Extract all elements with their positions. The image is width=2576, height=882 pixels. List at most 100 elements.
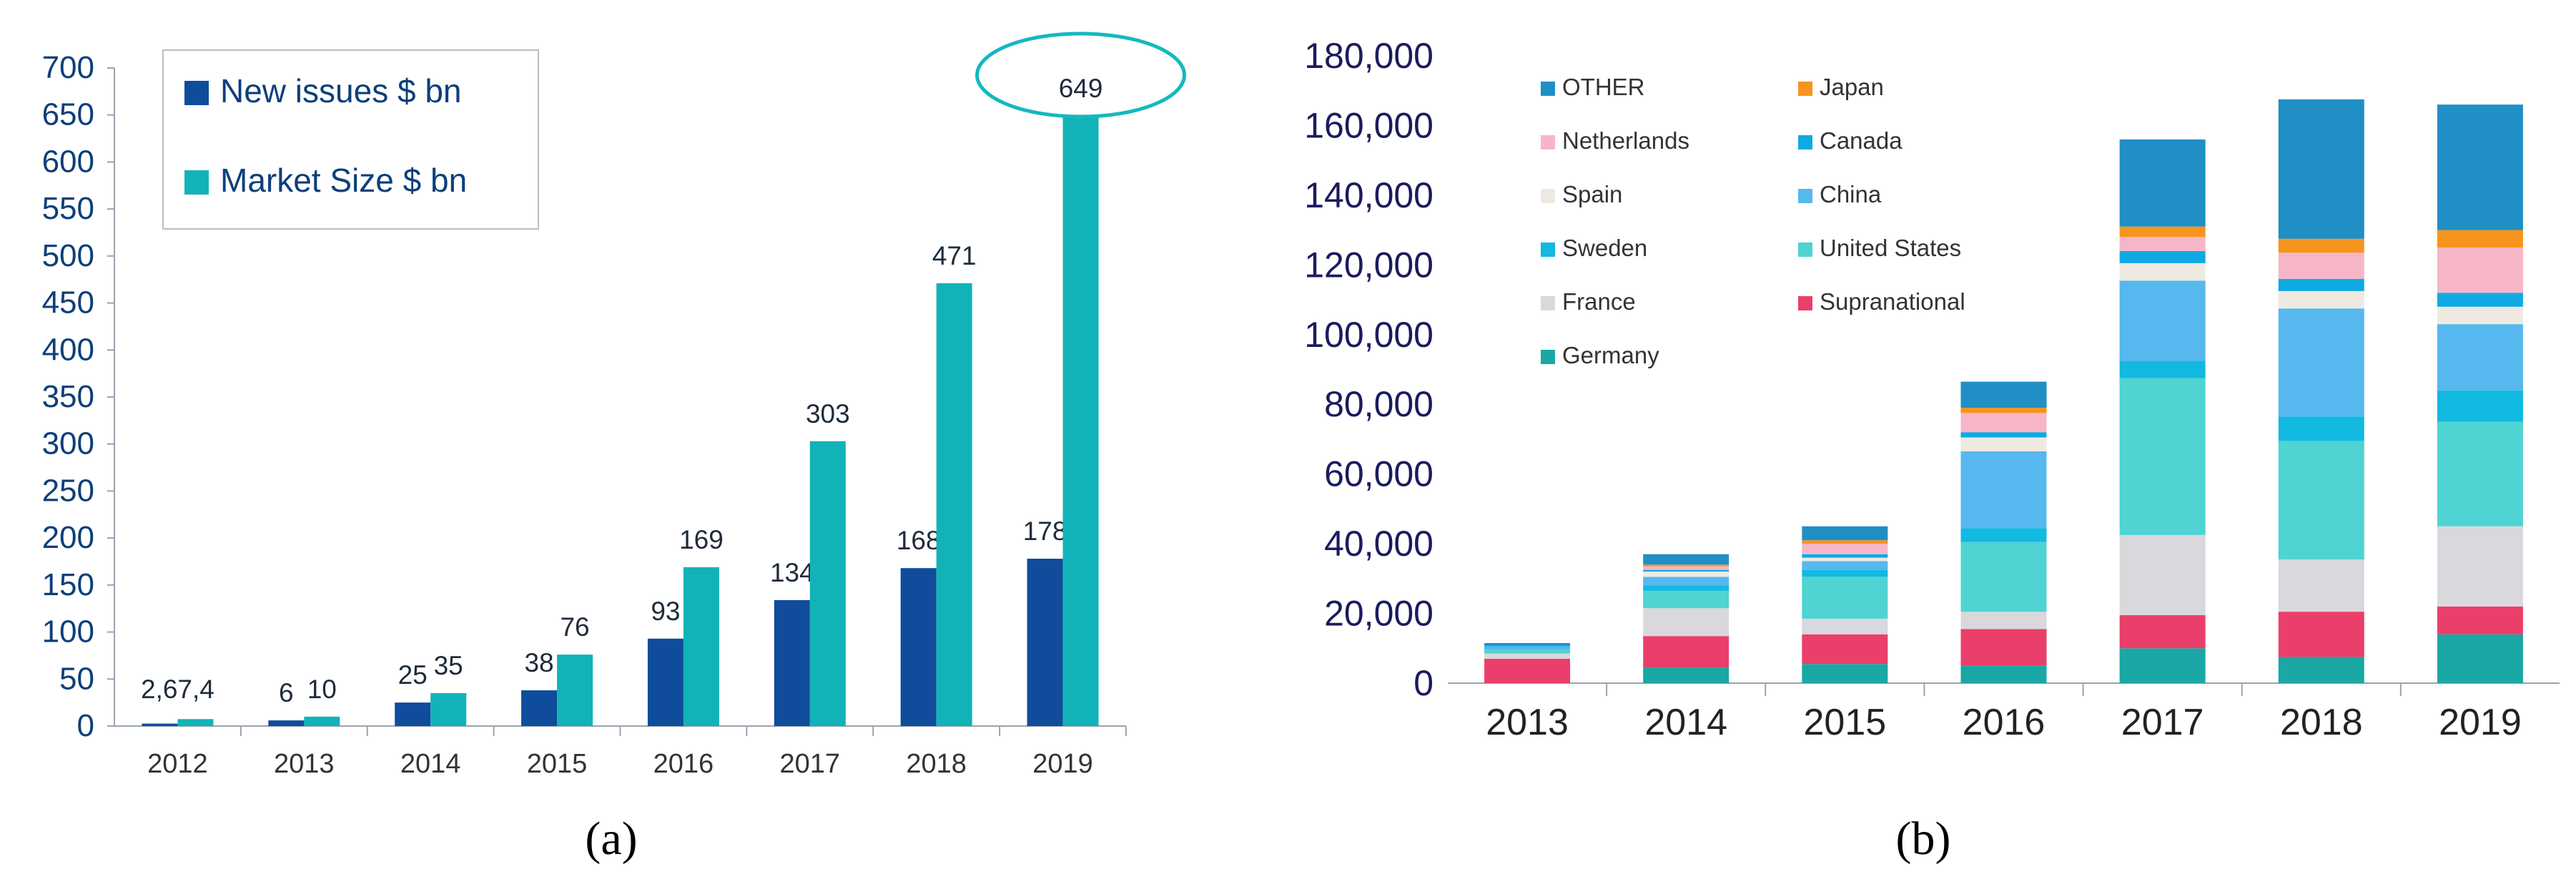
bar-segment-netherlands-2017: [2119, 237, 2206, 251]
x-tick-label: 2018: [906, 749, 967, 779]
y-tick-label: 600: [42, 144, 94, 179]
y-tick-label: 250: [42, 473, 94, 508]
data-label-market-size-bn: 10: [307, 675, 337, 704]
y-tick-label: 300: [42, 426, 94, 461]
y-tick-label: 350: [42, 379, 94, 414]
bar-segment-spain-2016: [1960, 437, 2047, 451]
bar-segment-other-2016: [1960, 381, 2047, 408]
data-label-market-size-bn: 471: [932, 241, 977, 270]
bar-segment-germany-2016: [1960, 665, 2047, 683]
bar-segment-japan-2019: [2437, 230, 2523, 248]
y-tick-label: 500: [42, 238, 94, 273]
bar-segment-netherlands-2016: [1960, 413, 2047, 433]
bar-segment-canada-2013: [1484, 645, 1571, 647]
bar-segment-supranational-2017: [2119, 614, 2206, 649]
y-tick-label: 0: [1413, 663, 1433, 703]
data-label-new-issues-bn: 6: [279, 678, 294, 707]
y-tick-label: 60,000: [1324, 454, 1433, 494]
legend-label-supranational: Supranational: [1820, 288, 1965, 315]
data-label-market-size-bn: 303: [806, 399, 850, 428]
x-tick-label: 2012: [147, 749, 208, 779]
bar-new-issues-bn-2014: [395, 702, 431, 726]
y-tick-label: 700: [42, 50, 94, 85]
legend-swatch-japan: [1798, 82, 1812, 96]
bar-segment-france-2013: [1484, 653, 1571, 659]
bar-segment-united-states-2014: [1643, 590, 1729, 609]
bar-market-size-bn-2017: [809, 441, 846, 726]
data-label-new-issues-bn: 25: [398, 660, 428, 690]
bar-market-size-bn-2012: [177, 719, 214, 726]
data-label-new-issues-bn: 93: [651, 597, 680, 626]
bar-segment-germany-2019: [2437, 634, 2523, 683]
bar-segment-other-2019: [2437, 104, 2523, 230]
x-tick-label: 2016: [653, 749, 714, 779]
bar-segment-china-2019: [2437, 324, 2523, 391]
bar-market-size-bn-2018: [936, 283, 972, 726]
legend-box: [162, 49, 539, 230]
bar-segment-netherlands-2015: [1802, 544, 1888, 554]
bar-segment-sweden-2016: [1960, 528, 2047, 542]
chart-b: 0 20,000 40,000 60,000 80,000 100,000 120,000 1…: [1304, 36, 2560, 743]
bar-new-issues-bn-2012: [142, 723, 178, 726]
bar-segment-china-2015: [1802, 561, 1888, 570]
bar-segment-sweden-2015: [1802, 569, 1888, 577]
legend-label-other: OTHER: [1562, 74, 1645, 100]
legend-label-new-issues-bn: New issues $ bn: [220, 72, 462, 109]
x-tick-label: 2014: [400, 749, 461, 779]
y-tick-label: 0: [77, 708, 94, 743]
x-tick-label: 2019: [2439, 702, 2522, 743]
bar-segment-canada-2018: [2278, 278, 2364, 291]
bar-segment-france-2015: [1802, 618, 1888, 634]
y-tick-label: 100: [42, 614, 94, 650]
bar-segment-china-2014: [1643, 577, 1729, 586]
bar-segment-france-2019: [2437, 526, 2523, 607]
bar-segment-sweden-2018: [2278, 416, 2364, 441]
bar-segment-japan-2017: [2119, 226, 2206, 237]
bar-segment-france-2017: [2119, 534, 2206, 615]
y-tick-label: 100,000: [1304, 315, 1433, 355]
bar-market-size-bn-2013: [304, 716, 340, 726]
x-tick-label: 2013: [274, 749, 335, 779]
bar-segment-united-states-2016: [1960, 542, 2047, 612]
bar-segment-sweden-2019: [2437, 390, 2523, 422]
data-label-market-size-bn: 35: [434, 651, 463, 680]
y-tick-label: 550: [42, 191, 94, 226]
data-label-market-size-bn: 169: [679, 525, 724, 554]
bar-segment-united-states-2018: [2278, 441, 2364, 560]
bar-segment-united-states-2019: [2437, 421, 2523, 526]
legend-label-sweden: Sweden: [1562, 235, 1647, 261]
bar-segment-china-2016: [1960, 451, 2047, 529]
legend-swatch-germany: [1541, 350, 1555, 364]
bar-segment-germany-2014: [1643, 667, 1729, 683]
highlight-ellipse: [975, 31, 1187, 119]
bar-segment-canada-2016: [1960, 432, 2047, 438]
bar-segment-japan-2018: [2278, 238, 2364, 253]
y-tick-label: 450: [42, 285, 94, 320]
bar-segment-supranational-2013: [1484, 658, 1571, 683]
legend-label-market-size-bn: Market Size $ bn: [220, 162, 467, 199]
chart-a: 0 50 100 150 200 250 300 350 400 450 500 550 600 650 7…: [42, 31, 1187, 779]
y-tick-label: 650: [42, 97, 94, 132]
y-tick-label: 40,000: [1324, 524, 1433, 564]
x-tick-label: 2017: [780, 749, 841, 779]
legend-swatch-market-size-bn: [184, 170, 209, 195]
bar-segment-canada-2015: [1802, 554, 1888, 558]
bar-segment-canada-2014: [1643, 569, 1729, 572]
x-tick-label: 2014: [1644, 702, 1727, 743]
bar-segment-netherlands-2019: [2437, 247, 2523, 293]
bar-segment-canada-2019: [2437, 293, 2523, 307]
legend-label-spain: Spain: [1562, 181, 1622, 207]
bar-segment-united-states-2013: [1484, 650, 1571, 654]
legend-swatch-supranational: [1798, 296, 1812, 310]
bar-segment-china-2013: [1484, 646, 1571, 650]
legend-swatch-canada: [1798, 135, 1812, 150]
y-tick-label: 400: [42, 332, 94, 367]
legend-label-canada: Canada: [1820, 127, 1903, 154]
bar-new-issues-bn-2019: [1027, 559, 1063, 726]
bar-segment-china-2018: [2278, 308, 2364, 417]
legend-label-germany: Germany: [1562, 342, 1659, 368]
data-label-market-size-bn: 76: [560, 612, 589, 642]
x-tick-label: 2015: [1804, 702, 1887, 743]
bar-new-issues-bn-2017: [774, 599, 810, 726]
